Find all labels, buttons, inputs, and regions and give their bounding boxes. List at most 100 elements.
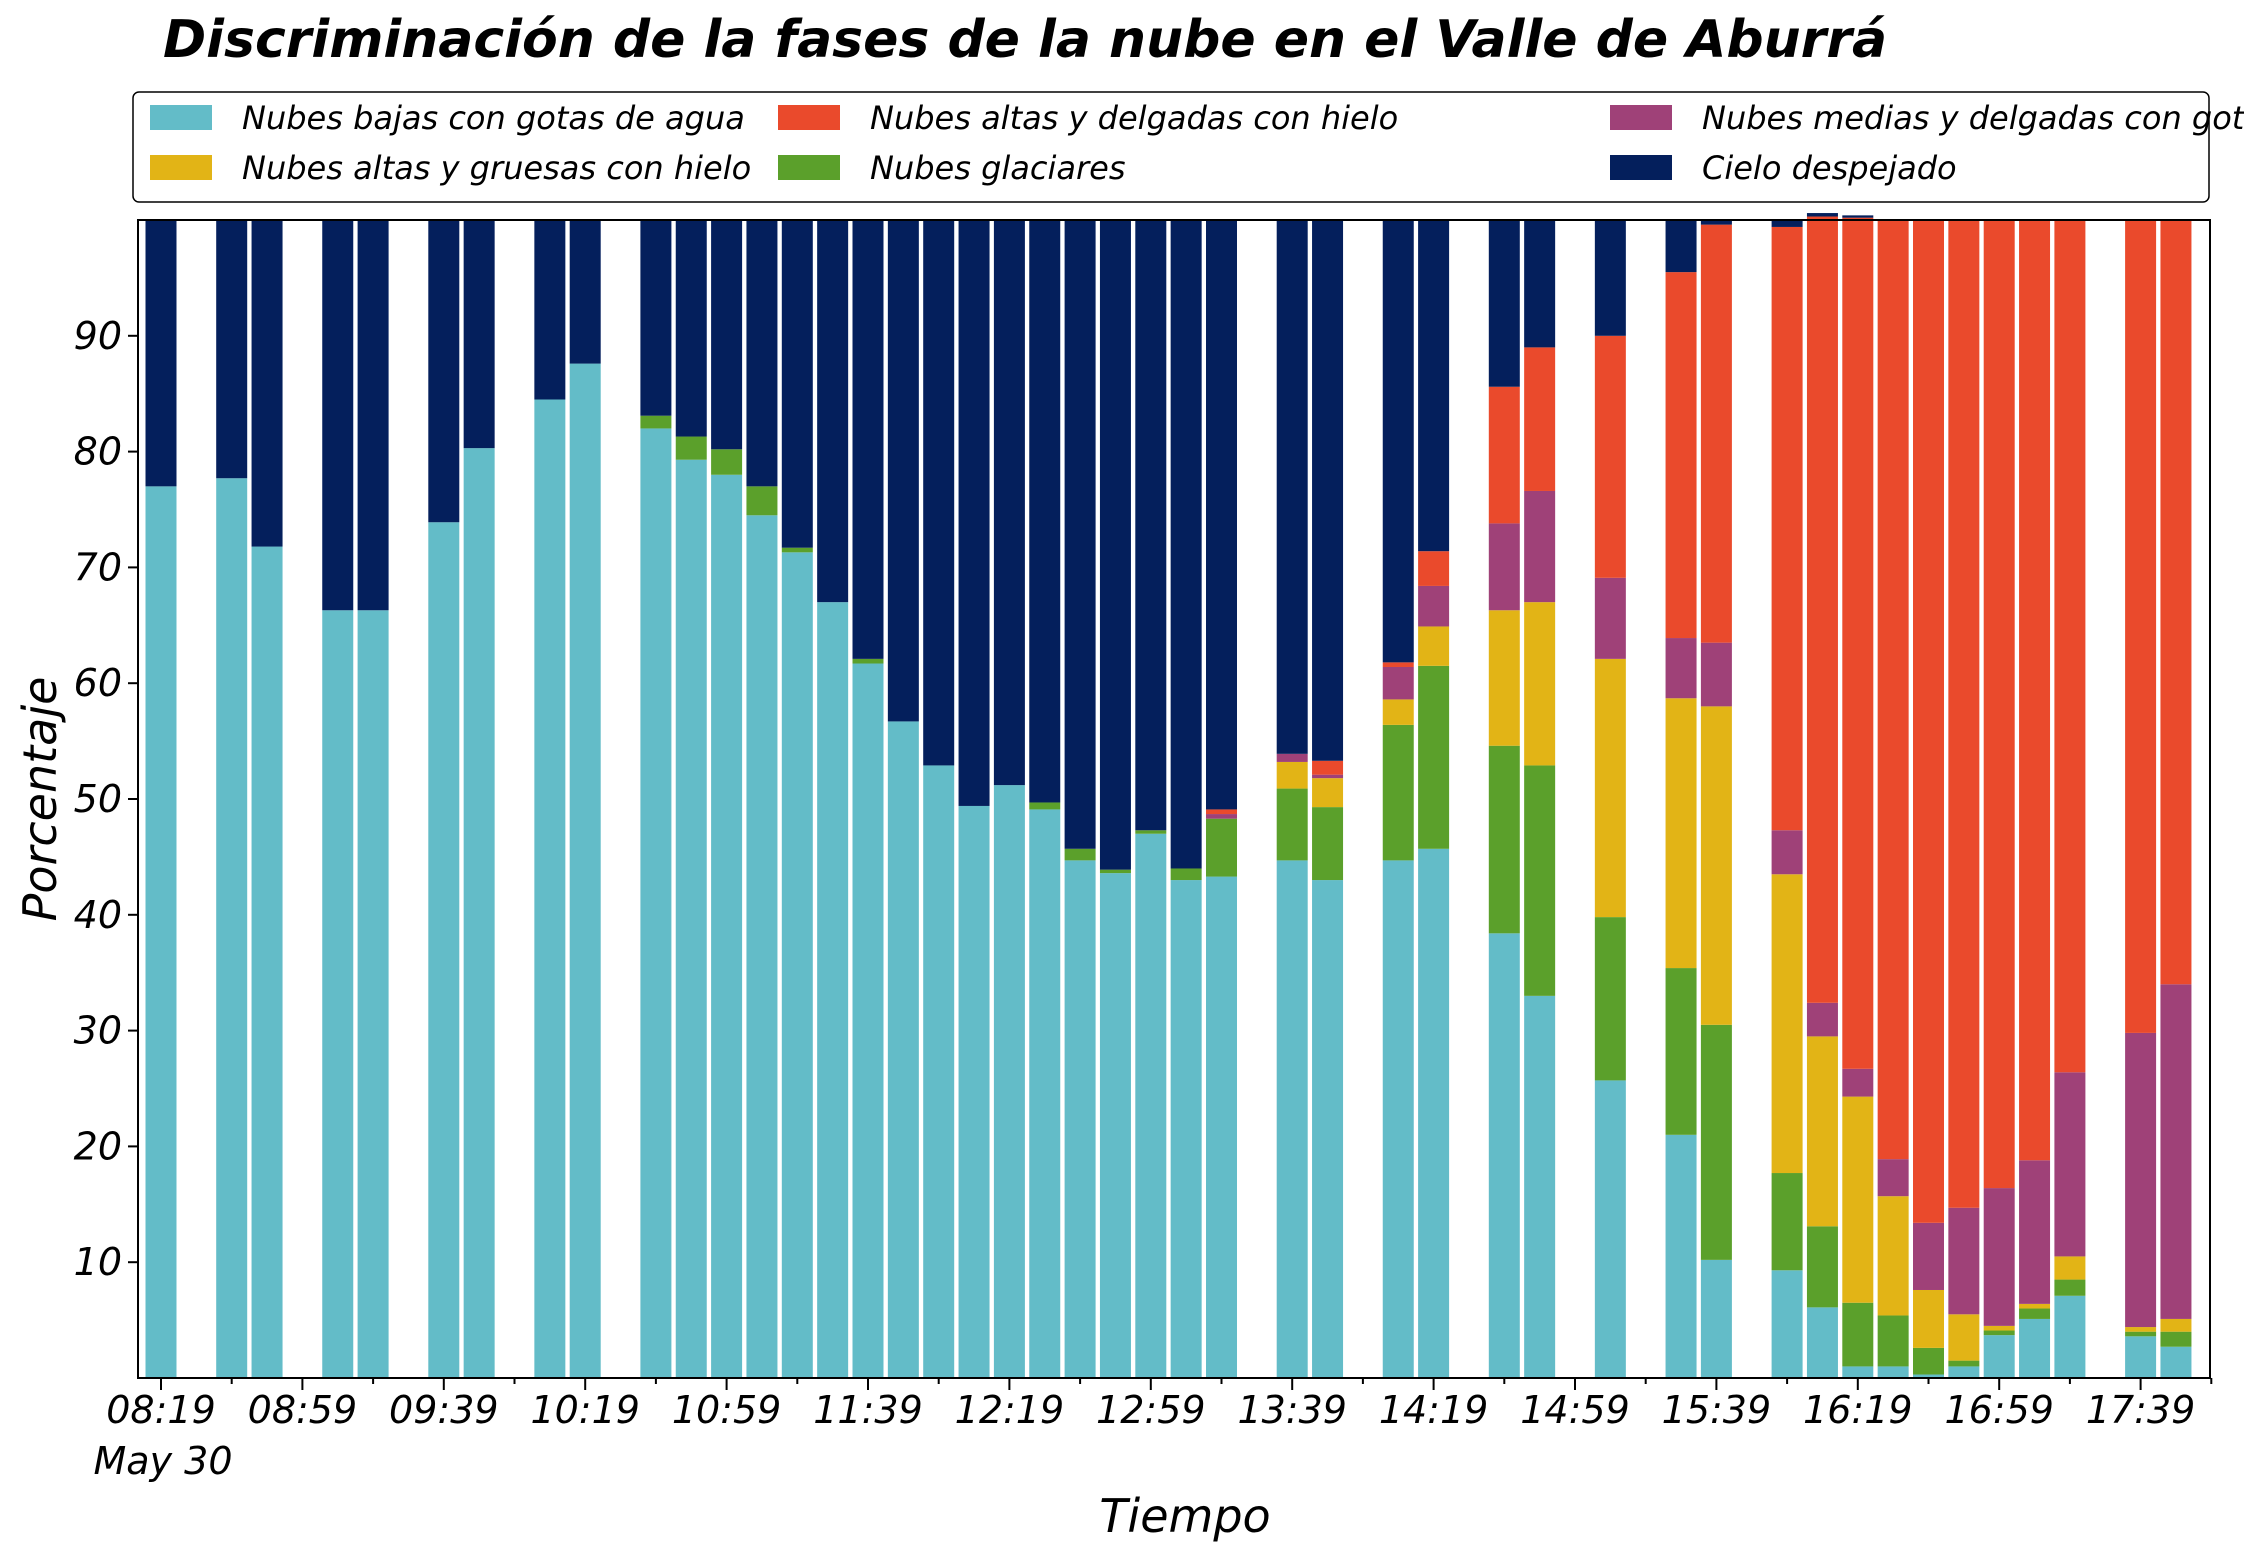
bar-segment <box>1983 1330 2015 1336</box>
bar-segment <box>1418 626 1450 666</box>
bar-segment <box>923 220 955 766</box>
bar-segment <box>923 765 955 1378</box>
bar-segment <box>2125 220 2157 1033</box>
bar-segment <box>1276 753 1308 762</box>
bar-segment <box>1806 1002 1838 1037</box>
bar-stack <box>958 220 990 1378</box>
bar-segment <box>569 220 601 364</box>
bars <box>145 213 2192 1379</box>
bar-segment <box>1877 220 1909 1160</box>
bar-segment <box>993 785 1025 1378</box>
bar-segment <box>1206 220 1237 810</box>
x-tick-label: 08:19 <box>106 1388 216 1432</box>
bar-segment <box>1418 220 1450 552</box>
bar-segment <box>1524 490 1556 603</box>
bar-segment <box>1382 662 1414 667</box>
y-axis: 10 20 30 40 50 60 70 80 90 <box>74 314 138 1284</box>
bar-stack <box>1276 220 1308 1378</box>
bar-segment <box>1382 860 1414 1378</box>
bar-stack <box>640 220 672 1378</box>
bar-segment <box>1418 585 1450 627</box>
bar-segment <box>1948 1366 1980 1378</box>
bar-segment <box>1135 830 1167 834</box>
bar-segment <box>1665 968 1697 1135</box>
bar-segment <box>887 220 919 722</box>
bar-segment <box>1312 807 1344 881</box>
bar-stack <box>1170 220 1202 1378</box>
legend-item: Nubes glaciares <box>778 149 1125 187</box>
x-tick-label: 09:39 <box>389 1388 499 1432</box>
bar-stack <box>711 220 743 1378</box>
x-tick-label: 10:19 <box>530 1388 640 1432</box>
bar-segment <box>1524 602 1556 766</box>
bar-segment <box>1842 215 1874 218</box>
bar-segment <box>746 220 778 487</box>
bar-segment <box>1594 577 1626 659</box>
bar-segment <box>675 436 707 460</box>
chart-title: Discriminación de la fases de la nube en… <box>163 10 1887 70</box>
bar-segment <box>781 220 813 548</box>
bar-segment <box>1665 220 1697 273</box>
bar-segment <box>1700 224 1732 643</box>
y-tick-label: 50 <box>74 777 122 821</box>
bar-stack <box>1029 220 1061 1378</box>
legend-item: Nubes altas y gruesas con hielo <box>150 149 751 187</box>
bar-stack <box>1488 220 1520 1378</box>
bar-segment <box>1983 1188 2015 1326</box>
bar-stack <box>1594 220 1626 1378</box>
bar-segment <box>1382 699 1414 725</box>
bar-segment <box>1276 761 1308 789</box>
bar-stack <box>463 220 495 1378</box>
bar-segment <box>2160 1318 2192 1332</box>
bar-segment <box>1806 1226 1838 1308</box>
date-label: May 30 <box>94 1439 233 1483</box>
bar-stack <box>1700 220 1732 1378</box>
x-tick-label: 17:39 <box>2086 1388 2196 1432</box>
bar-segment <box>145 486 177 1379</box>
bar-segment <box>2054 1256 2086 1280</box>
bar-segment <box>1700 706 1732 1025</box>
bar-segment <box>1842 1366 1874 1378</box>
bar-stack <box>2054 220 2086 1378</box>
bar-segment <box>1418 665 1450 849</box>
bar-segment <box>216 220 248 479</box>
bar-stack <box>675 220 707 1379</box>
bar-segment <box>958 805 990 1378</box>
bar-segment <box>2160 984 2192 1319</box>
legend-label: Nubes glaciares <box>870 149 1125 187</box>
legend-item: Nubes bajas con gotas de agua <box>150 99 745 137</box>
legend-label: Nubes medias y delgadas con gotas de agu… <box>1702 99 2244 137</box>
x-axis-label: Tiempo <box>1099 1489 1270 1543</box>
bar-segment <box>675 220 707 437</box>
bar-segment <box>1312 778 1344 808</box>
x-tick-label: 12:19 <box>955 1388 1065 1432</box>
bar-segment <box>2160 1331 2192 1347</box>
bar-segment <box>1771 1173 1803 1271</box>
bar-segment <box>1700 642 1732 707</box>
bar-segment <box>1135 833 1167 1378</box>
bar-segment <box>746 486 778 516</box>
bar-segment <box>1771 874 1803 1174</box>
legend-label: Nubes altas y gruesas con hielo <box>242 149 751 187</box>
bar-stack <box>534 220 566 1378</box>
bar-segment <box>2019 1303 2051 1309</box>
bar-stack <box>1877 220 1909 1378</box>
bar-stack <box>569 220 601 1379</box>
bar-segment <box>1382 220 1414 663</box>
legend-item: Nubes medias y delgadas con gotas de agu… <box>1610 99 2244 137</box>
bar-segment <box>1382 666 1414 700</box>
bar-stack <box>357 220 389 1378</box>
bar-segment <box>2054 220 2086 1073</box>
bar-segment <box>1488 933 1520 1378</box>
bar-segment <box>1983 1325 2015 1331</box>
bar-segment <box>1771 220 1803 227</box>
bar-segment <box>1312 880 1344 1378</box>
bar-segment <box>711 449 743 475</box>
bar-segment <box>781 552 813 1378</box>
bar-segment <box>1135 220 1167 831</box>
bar-segment <box>2019 220 2051 1161</box>
bar-segment <box>1700 1024 1732 1260</box>
legend-frame <box>132 91 2210 203</box>
bar-segment <box>2160 1346 2192 1378</box>
legend-item: Cielo despejado <box>1610 149 1957 187</box>
